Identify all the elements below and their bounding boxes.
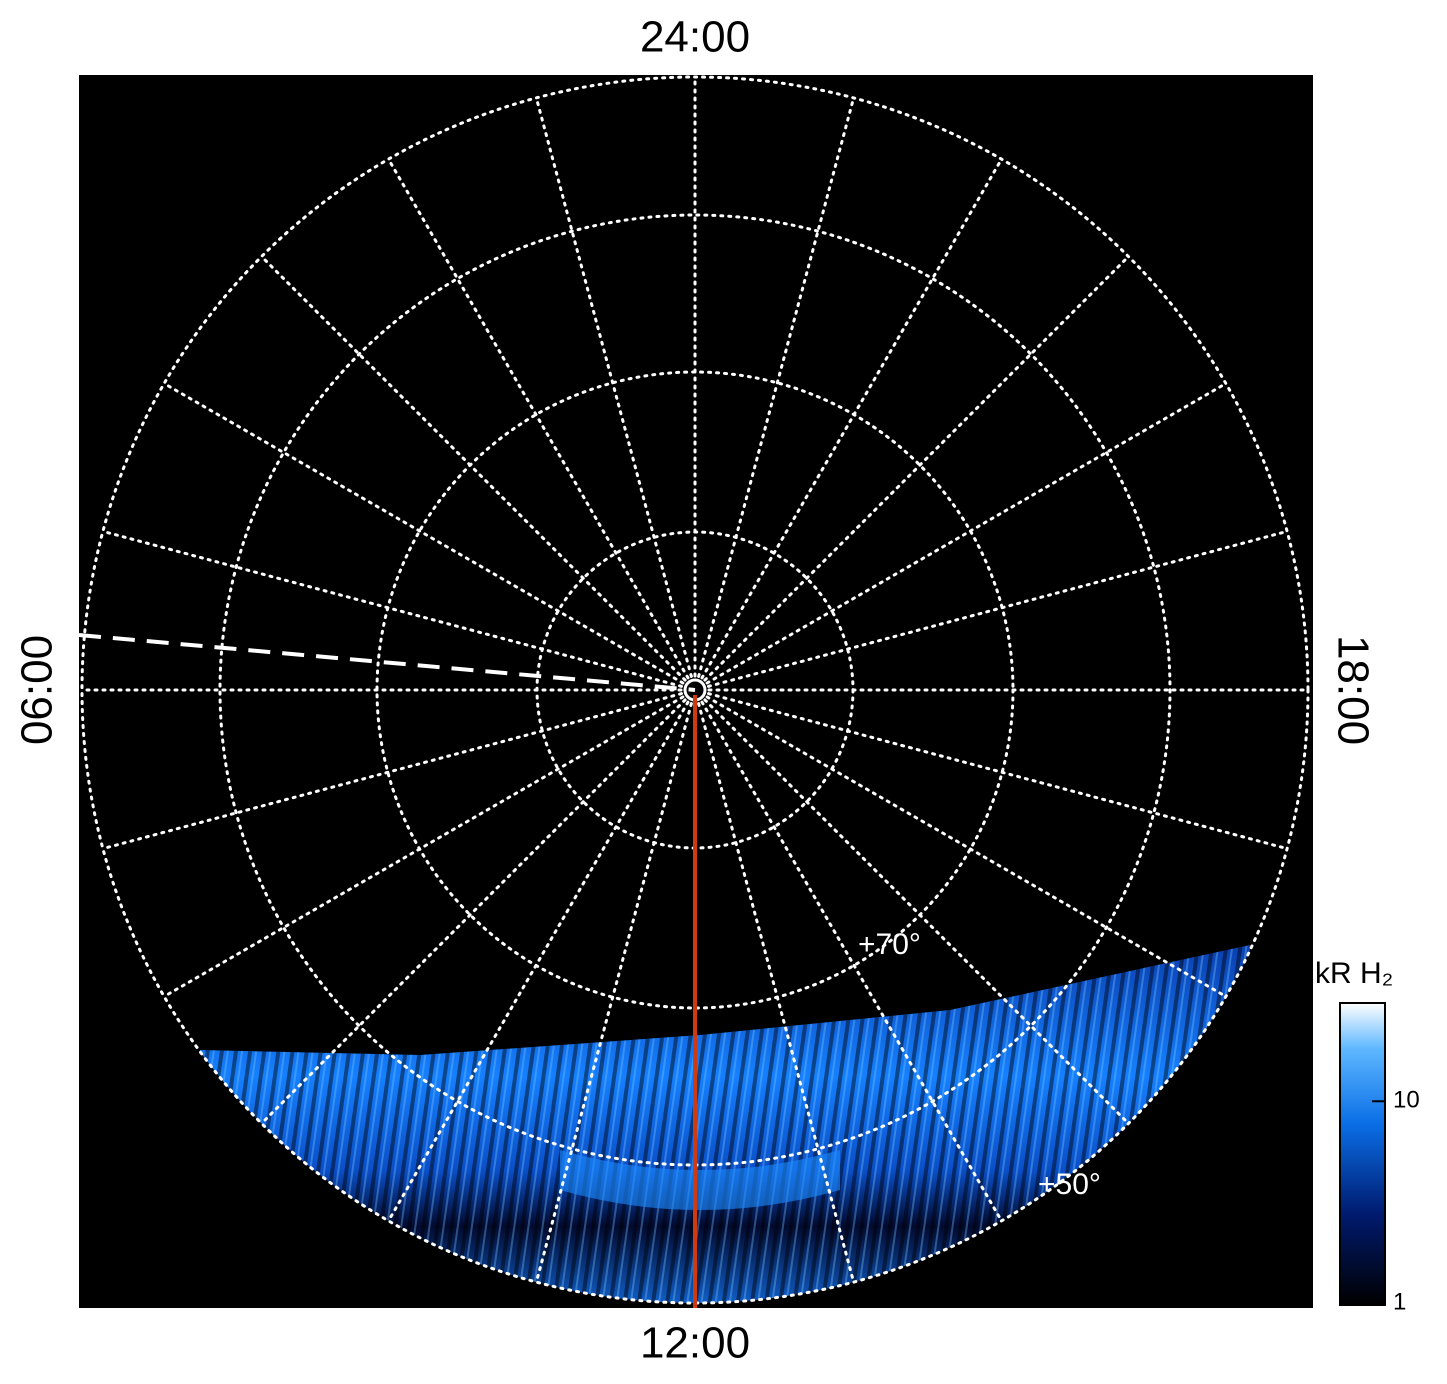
meridian [162,382,685,685]
meridian [387,700,690,1223]
meridian [703,255,1130,682]
grid [80,75,1310,1305]
meridian [705,382,1228,685]
meridian [260,255,687,682]
meridian [705,695,1228,998]
meridian [534,96,693,678]
meridian [534,702,693,1284]
meridian [707,529,1289,688]
meridian [101,529,683,688]
meridian [703,698,1130,1125]
meridian [700,700,1003,1223]
meridian [101,692,683,851]
right-label: 18:00 [1328,635,1377,745]
colorbar-title: kR H₂ [1315,957,1393,990]
bottom-label: 12:00 [640,1319,750,1368]
left-label: 06:00 [13,635,62,745]
meridian [260,698,687,1125]
meridian [162,695,685,998]
meridian [700,157,1003,680]
colorbar-tick-label: 1 [1393,1288,1406,1315]
meridian [387,157,690,680]
latitude-label: +70° [858,928,921,961]
colorbar-tick-label: 10 [1393,1087,1420,1114]
meridian [707,692,1289,851]
emission [200,945,1250,1303]
latitude-label: +50° [1038,1168,1101,1201]
meridian [697,702,856,1284]
top-label: 24:00 [640,13,750,62]
colorbar [1339,1002,1386,1306]
dashed-meridian [78,633,696,692]
meridian [697,96,856,678]
